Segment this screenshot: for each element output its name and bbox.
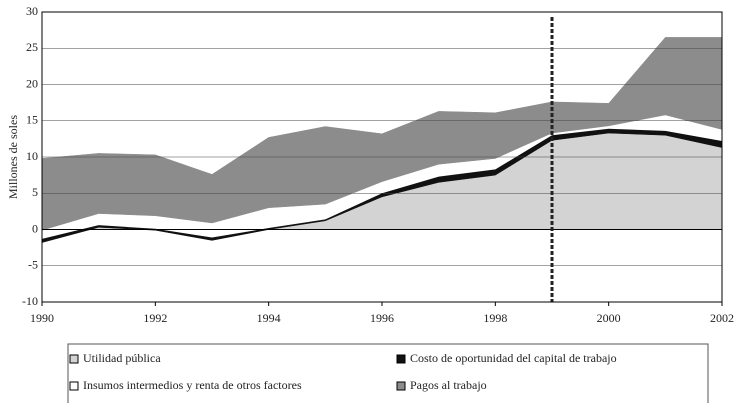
x-tick-label: 1994	[257, 311, 281, 325]
y-tick-label: 10	[26, 149, 38, 163]
plot-border	[41, 11, 723, 303]
legend-box	[67, 343, 709, 403]
legend-label: Insumos intermedios y renta de otros fac…	[83, 378, 302, 392]
x-tick-label: 1998	[483, 311, 507, 325]
x-tick-label: 2002	[710, 311, 734, 325]
x-tick-label: 1990	[30, 311, 54, 325]
legend-swatch	[69, 354, 79, 364]
y-tick-label: -10	[22, 294, 38, 308]
legend-swatch	[69, 381, 79, 391]
y-tick-label: 0	[32, 221, 38, 235]
area	[42, 114, 722, 239]
y-tick-label: 25	[26, 40, 38, 54]
x-tick-label: 2000	[597, 311, 621, 325]
legend-label: Pagos al trabajo	[410, 378, 487, 392]
legend-label: Utilidad pública	[83, 351, 161, 365]
legend-swatch	[396, 354, 406, 364]
legend-swatch	[396, 381, 406, 391]
x-tick-label: 1996	[370, 311, 394, 325]
y-tick-label: 30	[26, 4, 38, 18]
y-axis-label: Millones de soles	[6, 115, 20, 199]
y-tick-label: -5	[28, 258, 38, 272]
y-tick-label: 20	[26, 76, 38, 90]
legend-label: Costo de oportunidad del capital de trab…	[410, 351, 617, 365]
y-tick-label: 5	[32, 185, 38, 199]
y-tick-label: 15	[26, 113, 38, 127]
x-tick-label: 1992	[143, 311, 167, 325]
